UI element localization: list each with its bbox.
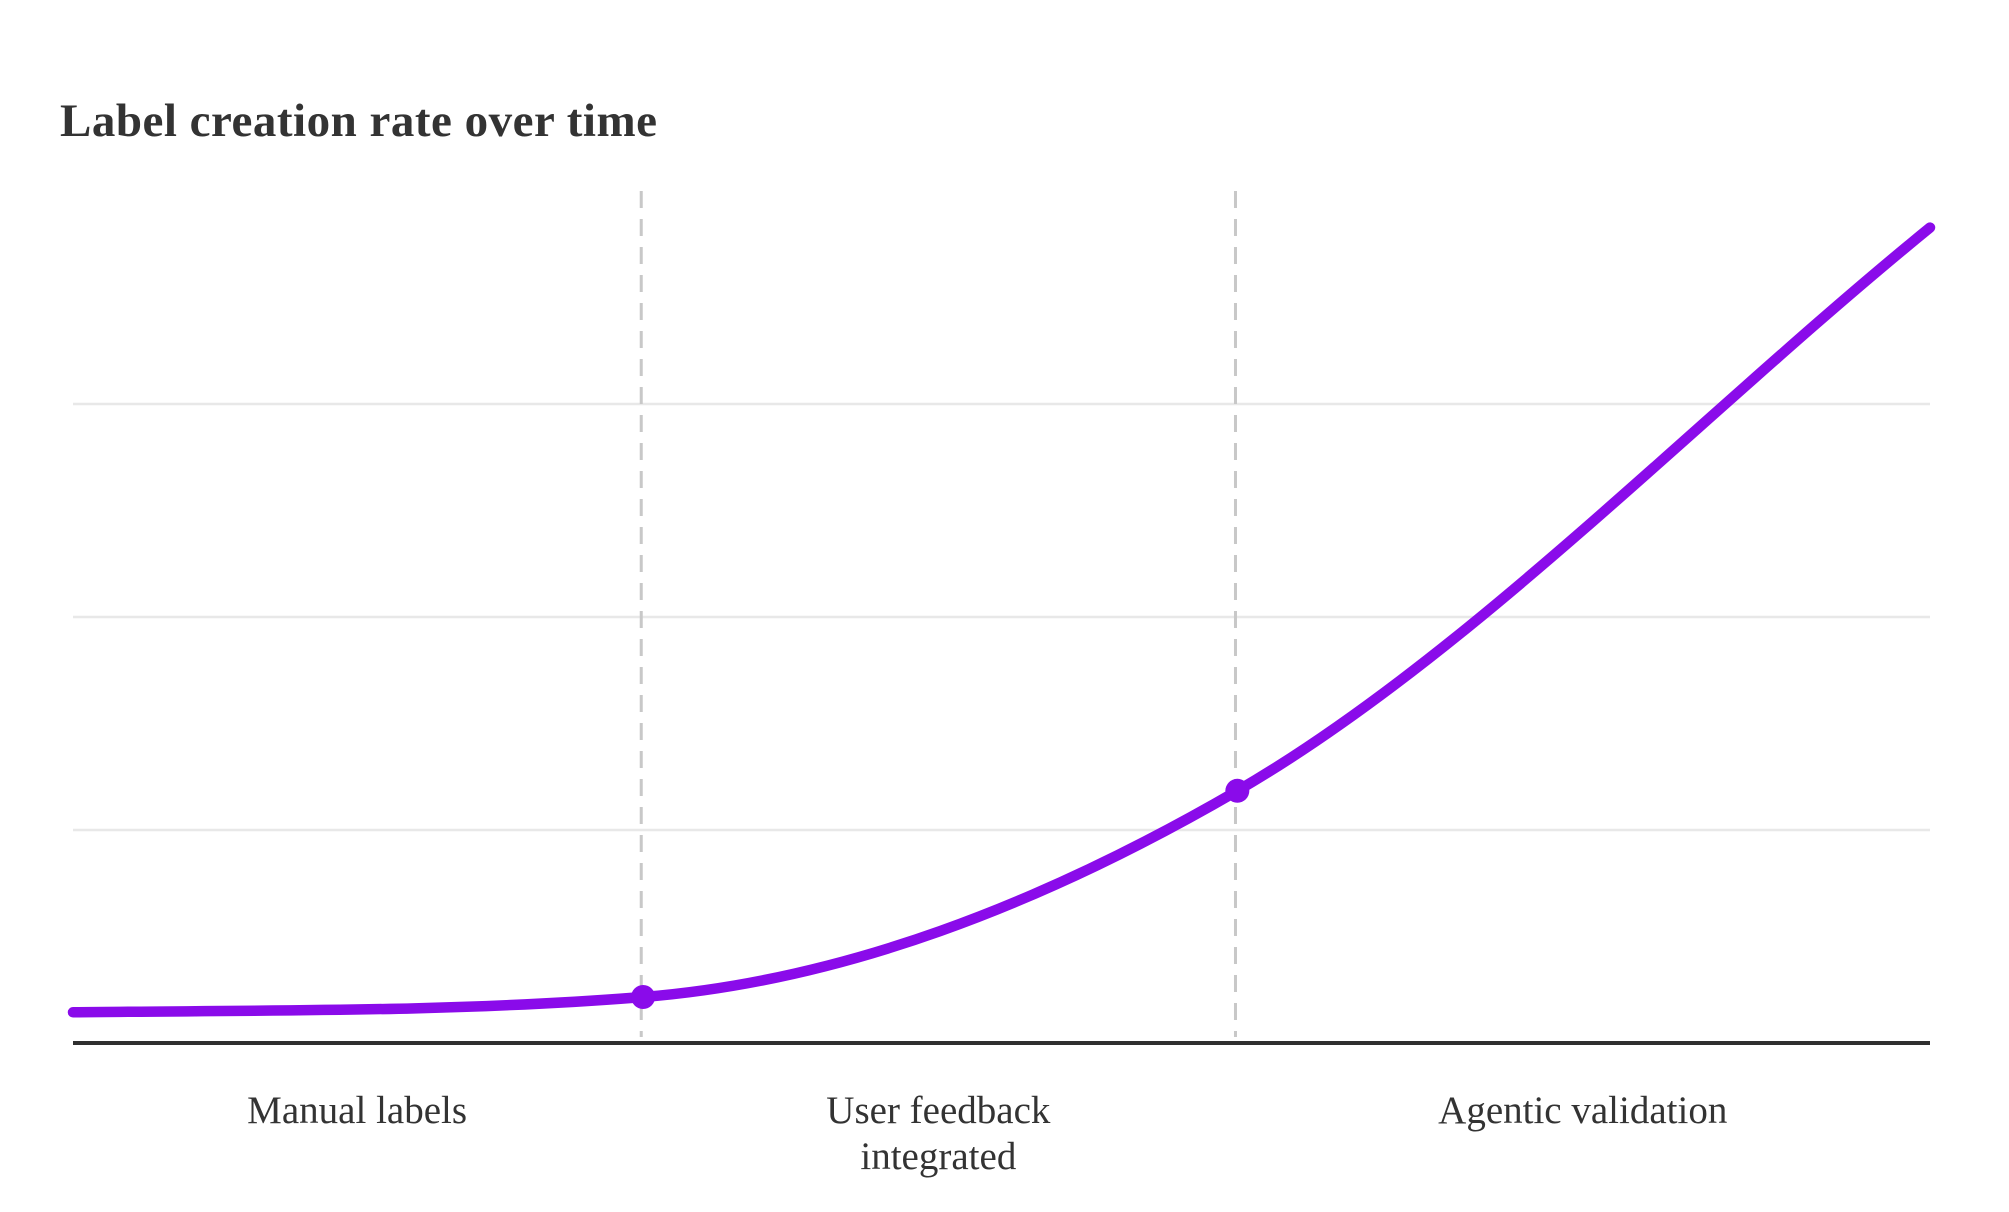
data-point-marker — [1225, 778, 1250, 803]
data-point-marker — [631, 984, 656, 1009]
rate-line-series — [67, 222, 1936, 1018]
chart-title: Label creation rate over time — [60, 95, 658, 147]
